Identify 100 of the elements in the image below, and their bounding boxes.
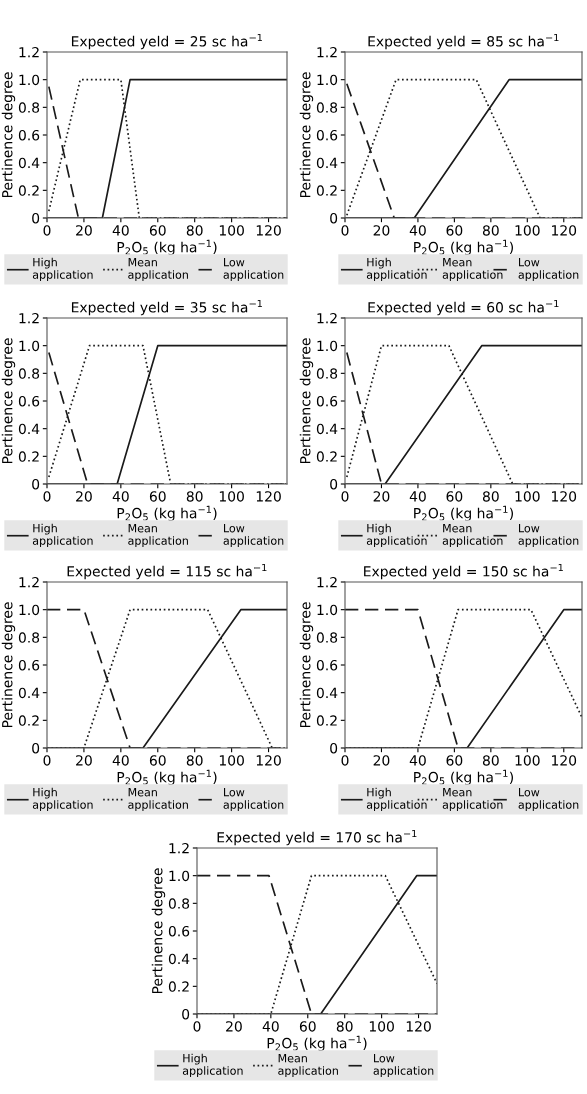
y-tick-label: 1.0	[19, 74, 40, 86]
y-tick-label: 1.2	[317, 312, 337, 324]
y-tick-label: 0.2	[18, 715, 39, 726]
x-tick-label: 60	[446, 755, 463, 766]
x-tick-label: 120	[552, 491, 577, 502]
legend-label: High application	[32, 257, 93, 281]
y-tick-label: 1.2	[169, 842, 189, 854]
y-tick-label: 0.2	[316, 715, 337, 726]
y-tick-label: 0.6	[316, 395, 338, 407]
x-tick-label: 120	[256, 755, 281, 766]
x-tick-label: 40	[112, 755, 129, 766]
x-axis-title: P$_{2}$O$_{5}$ (kg ha$^{−1}$)	[414, 239, 513, 256]
x-tick-label: 20	[76, 755, 92, 766]
x-tick-label: 100	[219, 755, 244, 766]
x-axis-title: P$_{2}$O$_{5}$ (kg ha$^{−1}$)	[117, 239, 217, 256]
x-tick-label: 20	[373, 491, 390, 502]
x-tick-label: 40	[112, 491, 129, 502]
x-tick-label: 0	[341, 755, 349, 766]
x-tick-label: 60	[299, 1021, 316, 1032]
x-tick-label: 20	[76, 225, 92, 236]
x-tick-label: 80	[482, 755, 499, 766]
y-tick-label: 0.4	[18, 423, 40, 435]
legend-label: Low application	[518, 788, 579, 811]
x-tick-label: 60	[149, 491, 166, 502]
x-tick-label: 100	[515, 225, 540, 236]
y-tick-label: 0	[32, 742, 40, 754]
chart-title: Expected yeld = 115 sc ha$^{−1}$	[67, 563, 267, 580]
x-tick-label: 100	[515, 491, 540, 502]
x-tick-label: 120	[406, 1021, 431, 1032]
y-tick-label: 0	[32, 478, 40, 490]
y-axis-title: Pertinence degree	[299, 602, 314, 728]
chart-title: Expected yeld = 60 sc ha$^{−1}$	[368, 299, 559, 316]
legend-label: Mean application	[128, 788, 188, 811]
x-tick-label: 20	[226, 1021, 242, 1032]
legend-label: High application	[366, 257, 427, 281]
x-tick-label: 0	[193, 1021, 201, 1032]
x-axis-title: P$_{2}$O$_{5}$ (kg ha$^{−1}$)	[117, 505, 217, 522]
x-tick-label: 60	[149, 755, 166, 766]
y-tick-label: 0	[32, 212, 40, 224]
y-tick-label: 0.4	[316, 687, 338, 699]
y-tick-label: 0	[182, 1008, 190, 1020]
y-tick-label: 0.8	[168, 898, 190, 909]
x-tick-label: 100	[219, 491, 244, 502]
legend-label: Low application	[518, 524, 579, 547]
chart-title: Expected yeld = 85 sc ha$^{−1}$	[368, 33, 559, 50]
legend-label: High application	[182, 1053, 243, 1077]
legend-label: Mean application	[442, 258, 503, 281]
x-tick-label: 60	[149, 225, 166, 236]
y-tick-label: 0.8	[316, 632, 338, 643]
y-tick-label: 1.0	[19, 604, 40, 616]
x-tick-label: 0	[341, 491, 349, 502]
chart-title: Expected yeld = 35 sc ha$^{−1}$	[71, 299, 262, 316]
x-tick-label: 0	[43, 755, 51, 766]
x-tick-label: 100	[219, 225, 244, 236]
x-tick-label: 40	[262, 1021, 279, 1032]
x-tick-label: 80	[482, 491, 499, 502]
y-tick-label: 0.8	[18, 368, 40, 379]
legend-label: Low application	[518, 258, 579, 281]
y-tick-label: 0.4	[18, 157, 40, 169]
y-tick-label: 0.6	[168, 925, 190, 937]
legend-label: Low application	[223, 788, 284, 811]
y-tick-label: 0.6	[18, 659, 40, 671]
legend-label: Mean application	[442, 524, 503, 547]
y-axis-title: Pertinence degree	[1, 602, 16, 728]
y-tick-label: 0.2	[18, 185, 39, 196]
x-tick-label: 0	[43, 491, 51, 502]
x-tick-label: 80	[336, 1021, 353, 1032]
x-axis-title: P$_{2}$O$_{5}$ (kg ha$^{−1}$)	[117, 769, 217, 786]
y-tick-label: 1.2	[19, 576, 39, 588]
x-tick-label: 20	[76, 491, 92, 502]
y-tick-label: 0	[330, 212, 338, 224]
y-tick-label: 0.8	[316, 368, 338, 379]
y-tick-label: 1.0	[19, 340, 40, 352]
x-tick-label: 40	[409, 755, 426, 766]
y-tick-label: 0.2	[316, 451, 337, 462]
y-tick-label: 0.6	[18, 395, 40, 407]
legend-label: Mean application	[442, 788, 503, 811]
x-tick-label: 40	[112, 225, 129, 236]
x-tick-label: 80	[186, 225, 203, 236]
y-tick-label: 0.2	[316, 185, 337, 196]
y-tick-label: 1.0	[317, 340, 338, 352]
legend-label: High application	[32, 523, 93, 547]
y-axis-title: Pertinence degree	[151, 868, 166, 994]
y-axis-title: Pertinence degree	[1, 338, 16, 464]
y-tick-label: 0	[330, 478, 338, 490]
x-tick-label: 100	[369, 1021, 394, 1032]
x-tick-label: 80	[186, 491, 203, 502]
x-tick-label: 60	[446, 491, 463, 502]
y-tick-label: 1.2	[19, 46, 39, 58]
chart-title: Expected yeld = 25 sc ha$^{−1}$	[71, 33, 262, 50]
x-tick-label: 40	[409, 225, 426, 236]
y-tick-label: 0.6	[316, 659, 338, 671]
chart-title: Expected yeld = 170 sc ha$^{−1}$	[217, 829, 417, 846]
x-tick-label: 20	[373, 225, 390, 236]
y-tick-label: 0.6	[18, 129, 40, 141]
x-tick-label: 120	[256, 491, 281, 502]
x-tick-label: 40	[409, 491, 426, 502]
x-tick-label: 120	[552, 755, 577, 766]
x-axis-title: P$_{2}$O$_{5}$ (kg ha$^{−1}$)	[267, 1035, 367, 1052]
legend-label: High application	[366, 523, 427, 547]
